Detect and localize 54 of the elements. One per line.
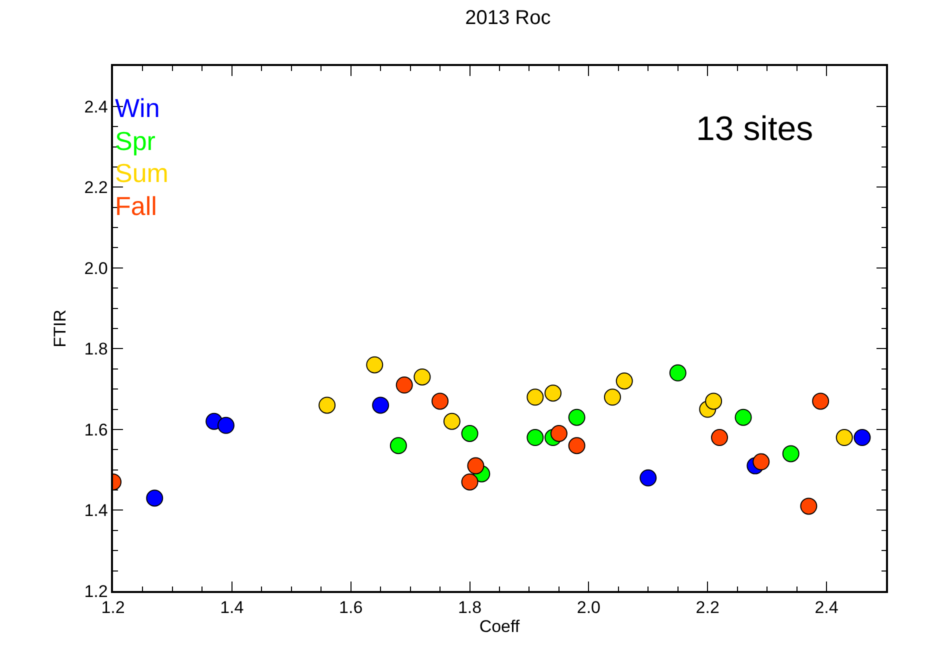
point [443,412,460,430]
point [390,437,407,454]
point [854,429,871,446]
point [544,384,562,402]
y-tick-label: 1.8 [84,340,108,359]
text: Fall [115,191,157,221]
point [604,388,621,406]
y-tick-label: 1.6 [84,420,108,440]
point [396,376,413,394]
point [414,368,431,386]
point [752,453,770,470]
x-tick-label: 2.0 [576,598,601,618]
legend-label: Win [115,93,160,123]
point [217,416,234,434]
point [550,425,568,442]
point [318,396,336,414]
x-tick-label: 2.4 [814,598,838,618]
point [461,425,478,442]
text: Spr [115,126,156,156]
y-axis-title: FTIR [50,310,70,348]
x-tick-label: 2.2 [696,598,720,618]
point [432,392,449,410]
point [467,457,484,474]
point [669,364,686,382]
point [372,396,390,414]
x-axis-title: Coeff [479,617,520,636]
y-tick-label: 1.4 [84,501,108,520]
point [568,408,586,426]
point [526,429,544,446]
x-tick-label: 1.4 [220,598,244,618]
point [461,473,478,490]
x-tick-label: 1.2 [101,598,125,618]
point [782,445,800,462]
y-tick-label: 1.2 [84,582,108,601]
point [836,429,853,446]
chart-title: 2013 Roc [465,6,551,29]
point [640,469,657,486]
y-tick-label: 2.4 [84,97,108,116]
text: Sum [115,158,168,188]
point [526,388,544,406]
y-tick-label: 2.2 [84,178,108,198]
point [812,392,830,410]
x-tick-label: 1.6 [339,598,363,618]
x-tick-label: 1.8 [458,598,482,618]
point [616,372,633,390]
point [800,498,818,515]
annotation: 13 sites [696,110,814,148]
point [711,429,728,446]
point [705,392,722,410]
point [366,356,384,374]
point [734,408,752,426]
point [146,490,164,507]
point [568,437,586,454]
y-tick-label: 2.0 [84,258,108,278]
